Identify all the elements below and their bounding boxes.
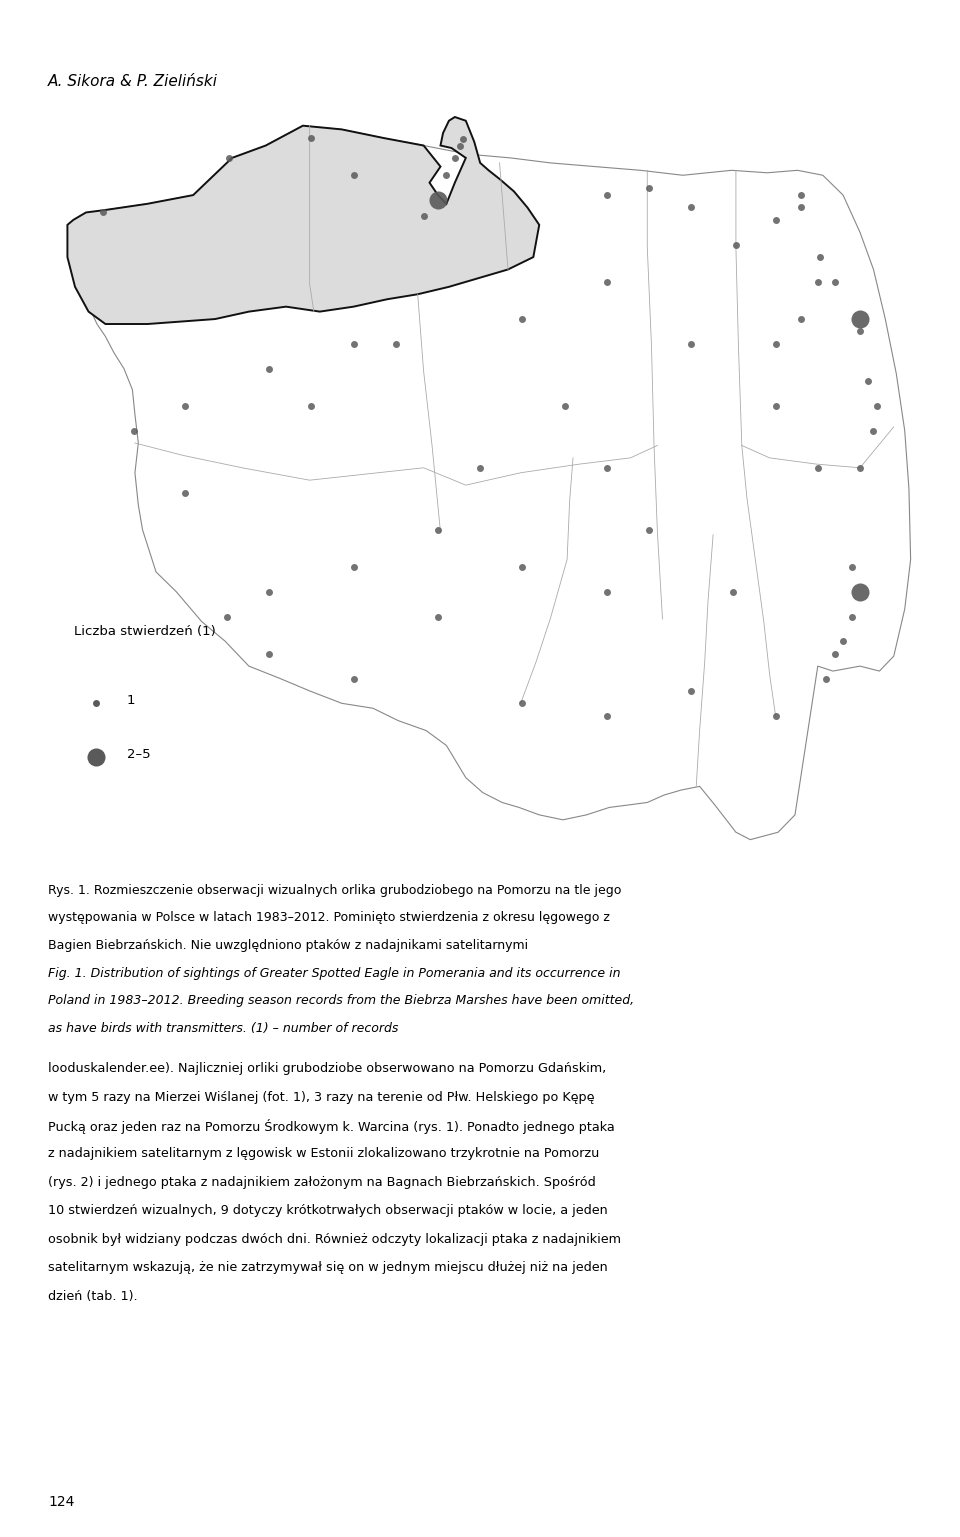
- Text: Liczba stwierdzeń (1): Liczba stwierdzeń (1): [74, 626, 216, 638]
- Text: looduskalender.ee). Najliczniej orliki grubodziobe obserwowano na Pomorzu Gdańsk: looduskalender.ee). Najliczniej orliki g…: [48, 1062, 607, 1074]
- Text: z nadajnikiem satelitarnym z lęgowisk w Estonii zlokalizowano trzykrotnie na Pom: z nadajnikiem satelitarnym z lęgowisk w …: [48, 1147, 599, 1160]
- Text: 1: 1: [127, 695, 135, 707]
- Polygon shape: [67, 117, 540, 324]
- Text: as have birds with transmitters. (1) – number of records: as have birds with transmitters. (1) – n…: [48, 1022, 398, 1034]
- Text: występowania w Polsce w latach 1983–2012. Pominięto stwierdzenia z okresu lęgowe: występowania w Polsce w latach 1983–2012…: [48, 911, 610, 924]
- Text: Bagien Biebrzаńskich. Nie uwzględniono ptaków z nadajnikami satelitarnymi: Bagien Biebrzаńskich. Nie uwzględniono p…: [48, 939, 528, 951]
- Text: 124: 124: [48, 1496, 74, 1509]
- Text: Poland in 1983–2012. Breeding season records from the Biebrza Marshes have been : Poland in 1983–2012. Breeding season rec…: [48, 994, 635, 1007]
- Text: satelitarnym wskazują, że nie zatrzymywał się on w jednym miejscu dłużej niż na : satelitarnym wskazują, że nie zatrzymywa…: [48, 1260, 608, 1274]
- Polygon shape: [67, 126, 911, 839]
- Text: A. Sikora & P. Zieliński: A. Sikora & P. Zieliński: [48, 74, 218, 89]
- Text: 10 stwierdzeń wizualnych, 9 dotyczy krótkotrwałych obserwacji ptaków w locie, a : 10 stwierdzeń wizualnych, 9 dotyczy krót…: [48, 1205, 608, 1217]
- Text: (rys. 2) i jednego ptaka z nadajnikiem założonym na Bagnach Biebrzаńskich. Spośr: (rys. 2) i jednego ptaka z nadajnikiem z…: [48, 1176, 596, 1188]
- Text: Rys. 1. Rozmieszczenie obserwacji wizualnych orlika grubodziobego na Pomorzu na : Rys. 1. Rozmieszczenie obserwacji wizual…: [48, 884, 621, 896]
- Text: dzień (tab. 1).: dzień (tab. 1).: [48, 1290, 137, 1302]
- Text: w tym 5 razy na Mierzei Wiślanej (fot. 1), 3 razy na terenie od Płw. Helskiego p: w tym 5 razy na Mierzei Wiślanej (fot. 1…: [48, 1091, 594, 1104]
- Text: 2–5: 2–5: [127, 749, 151, 761]
- Text: Pucką oraz jeden raz na Pomorzu Środkowym k. Warcina (rys. 1). Ponadto jednego p: Pucką oraz jeden raz na Pomorzu Środkowy…: [48, 1119, 614, 1134]
- Text: osobnik był widziany podczas dwóch dni. Również odczyty lokalizacji ptaka z nada: osobnik był widziany podczas dwóch dni. …: [48, 1233, 621, 1245]
- Text: Fig. 1. Distribution of sightings of Greater Spotted Eagle in Pomerania and its : Fig. 1. Distribution of sightings of Gre…: [48, 967, 620, 979]
